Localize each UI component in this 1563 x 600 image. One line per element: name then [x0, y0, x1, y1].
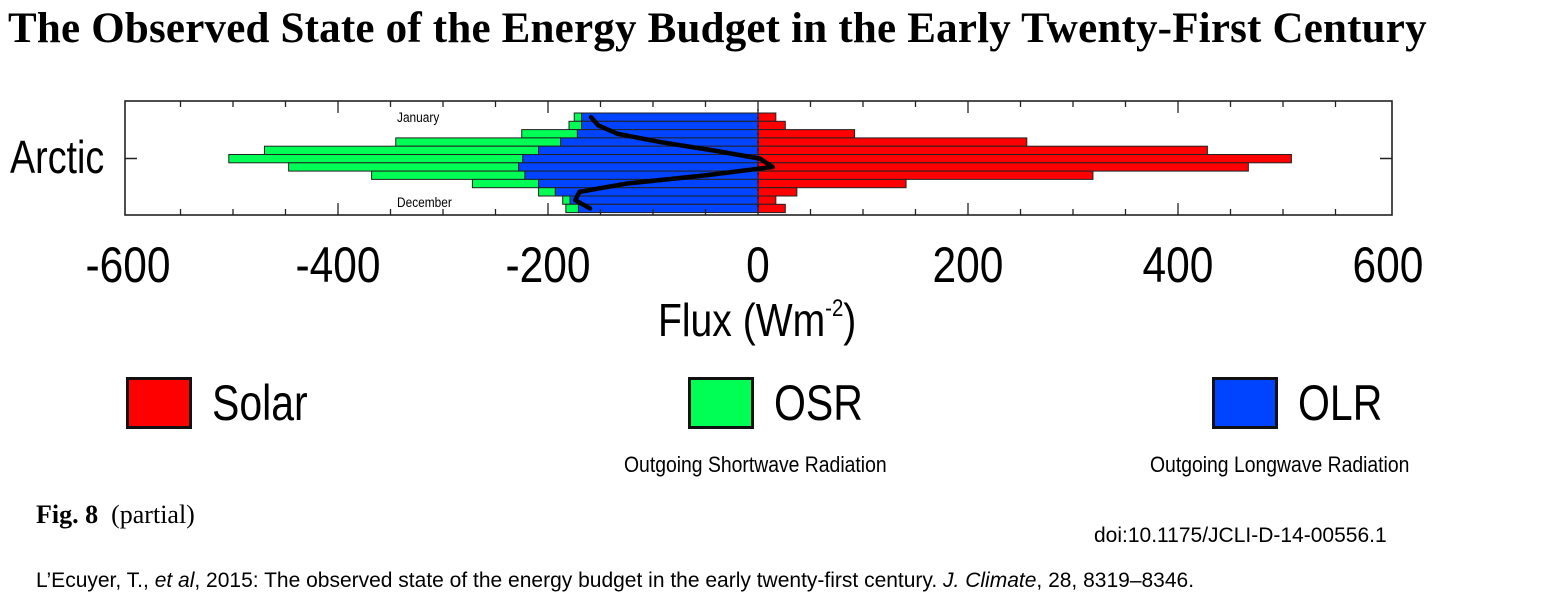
- net-line-group: [573, 114, 775, 211]
- bar-solar-july: [757, 162, 1249, 172]
- bar-osr-september: [471, 178, 540, 189]
- bar-osr-january: [573, 112, 583, 122]
- region-label: Arctic: [10, 131, 104, 182]
- citation-journal: J. Climate: [943, 569, 1037, 592]
- bar-osr-march: [521, 129, 578, 139]
- bar-solar-august: [757, 170, 1094, 180]
- x-tick-label: -400: [295, 237, 380, 293]
- bar-osr-april: [395, 137, 562, 147]
- category-label-last: December: [397, 194, 452, 210]
- bar-olr-march: [576, 129, 759, 139]
- bar-solar-september: [757, 178, 907, 189]
- legend-item-osr: OSR: [688, 374, 882, 432]
- x-tick-label: 200: [933, 237, 1004, 293]
- doi-text: doi:10.1175/JCLI-D-14-00556.1: [1094, 524, 1387, 547]
- bar-olr-july: [518, 162, 759, 172]
- bar-solar-november: [757, 195, 777, 205]
- legend-swatch-olr: [1212, 377, 1278, 429]
- x-tick-label: 0: [746, 237, 770, 293]
- bars-group: [228, 112, 1292, 214]
- bar-olr-november: [569, 195, 759, 205]
- x-tick-label: 600: [1353, 237, 1424, 293]
- citation-part1: L’Ecuyer, T.,: [36, 569, 155, 592]
- citation-etal: et al: [154, 569, 195, 592]
- bar-solar-april: [757, 137, 1028, 147]
- bar-olr-june: [522, 154, 759, 164]
- bar-solar-may: [757, 145, 1208, 155]
- citation-part3: , 28, 8319–8346.: [1036, 569, 1195, 592]
- x-axis-label: Flux (Wm-2): [658, 294, 856, 346]
- x-ticks: [179, 101, 1337, 215]
- citation: L’Ecuyer, T., et al, 2015: The observed …: [36, 569, 1194, 593]
- legend-sub-osr: Outgoing Shortwave Radiation: [624, 452, 887, 477]
- bar-solar-january: [757, 112, 777, 122]
- legend-item-solar: Solar: [126, 374, 329, 432]
- bar-olr-january: [581, 112, 759, 122]
- x-axis-label-close: ): [843, 295, 856, 347]
- bar-solar-october: [757, 187, 798, 197]
- figure-number: Fig. 8: [36, 500, 99, 529]
- chart: Arctic January December -600 -400 -200 0 200…: [10, 100, 1423, 347]
- x-tick-label: 400: [1143, 237, 1214, 293]
- net-flux-line: [573, 114, 775, 211]
- bar-osr-december: [565, 203, 579, 214]
- figure-label: Fig. 8 (partial): [36, 500, 195, 530]
- bar-osr-may: [264, 145, 540, 155]
- legend-swatch-osr: [688, 377, 754, 429]
- bar-olr-december: [577, 203, 759, 214]
- x-tick-labels: -600 -400 -200 0 200 400 600: [85, 237, 1423, 293]
- bar-osr-august: [371, 170, 526, 180]
- bar-osr-february: [568, 120, 583, 131]
- legend-label-olr: OLR: [1298, 375, 1383, 431]
- legend-sub-olr: Outgoing Longwave Radiation: [1150, 452, 1410, 477]
- legend-label-osr: OSR: [774, 375, 863, 431]
- x-axis-label-main: Flux (Wm: [658, 295, 825, 347]
- legend-swatch-solar: [126, 377, 192, 429]
- x-tick-label: -200: [505, 237, 590, 293]
- figure-note: (partial): [111, 500, 195, 529]
- bar-solar-february: [757, 120, 786, 131]
- bar-solar-june: [757, 154, 1292, 164]
- citation-part2: , 2015: The observed state of the energy…: [194, 569, 944, 592]
- page-title: The Observed State of the Energy Budget …: [8, 5, 1427, 52]
- bar-osr-june: [228, 154, 524, 164]
- x-tick-label: -600: [85, 237, 170, 293]
- bar-osr-october: [538, 187, 556, 197]
- legend-label-solar: Solar: [212, 375, 308, 431]
- bar-solar-december: [757, 203, 786, 214]
- legend-item-olr: OLR: [1212, 374, 1401, 432]
- x-axis-label-sup: -2: [825, 294, 843, 321]
- bar-osr-july: [288, 162, 520, 172]
- bar-osr-november: [562, 195, 571, 205]
- category-label-first: January: [397, 109, 440, 125]
- bar-solar-march: [757, 129, 856, 139]
